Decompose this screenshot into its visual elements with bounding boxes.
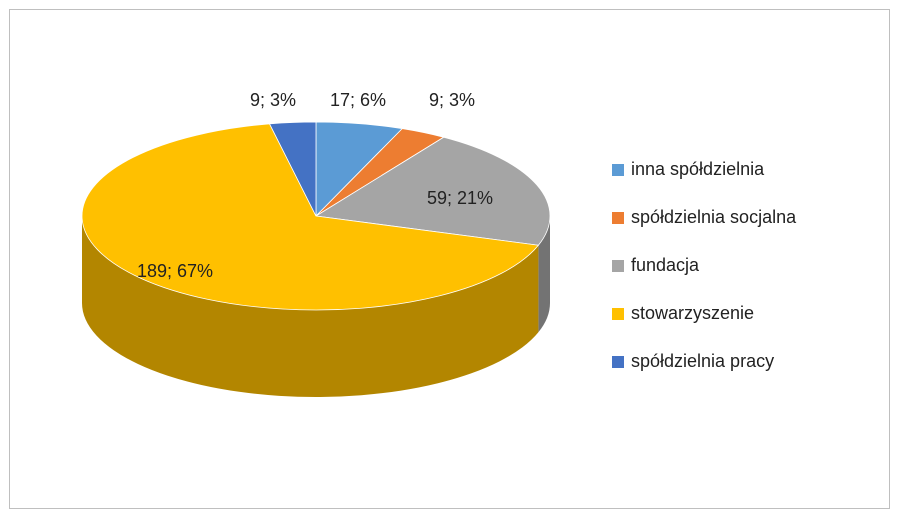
data-label: 189; 67% xyxy=(137,261,213,281)
legend-swatch xyxy=(612,308,624,320)
pie-slice xyxy=(314,136,551,246)
pie-side xyxy=(538,216,550,333)
legend-label: spółdzielnia pracy xyxy=(631,351,774,371)
pie-slice xyxy=(268,121,317,217)
legend-swatch xyxy=(612,260,624,272)
legend-swatch xyxy=(612,212,624,224)
pie-side xyxy=(82,216,539,397)
legend-label: stowarzyszenie xyxy=(631,303,754,323)
legend-label: fundacja xyxy=(631,255,700,275)
legend-swatch xyxy=(612,164,624,176)
legend-label: spółdzielnia socjalna xyxy=(631,207,797,227)
legend-label: inna spółdzielnia xyxy=(631,159,765,179)
data-label: 9; 3% xyxy=(429,90,475,110)
data-label: 9; 3% xyxy=(250,90,296,110)
data-label: 59; 21% xyxy=(427,188,493,208)
legend-swatch xyxy=(612,356,624,368)
pie-slice xyxy=(81,123,540,311)
data-label: 17; 6% xyxy=(330,90,386,110)
